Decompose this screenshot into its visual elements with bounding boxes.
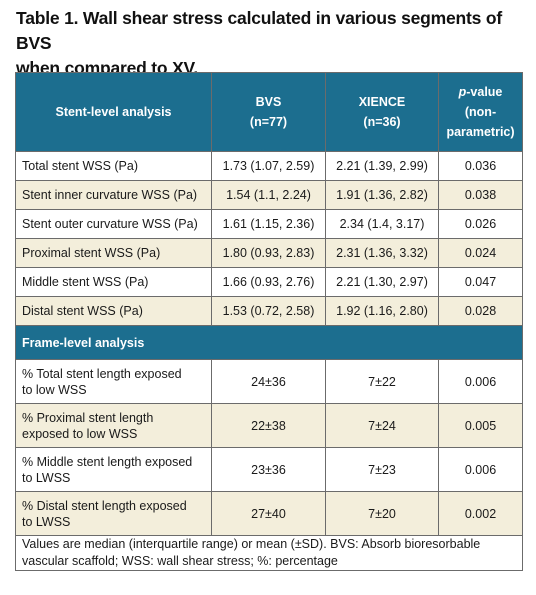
xience-value: 2.34 (1.4, 3.17)	[325, 209, 439, 239]
row-label-line-1: % Total stent length exposed	[22, 366, 182, 381]
p-value: 0.047	[438, 267, 523, 297]
xience-value: 1.92 (1.16, 2.80)	[325, 296, 439, 326]
xience-value: 7±22	[325, 359, 439, 404]
p-value: 0.002	[438, 491, 523, 536]
table-row: % Distal stent length exposed to LWSS 27…	[15, 491, 523, 536]
header-p-suffix: -value	[466, 85, 503, 99]
footnote-row: Values are median (interquartile range) …	[15, 535, 523, 571]
bvs-value: 1.61 (1.15, 2.36)	[211, 209, 326, 239]
p-value: 0.005	[438, 403, 523, 448]
xience-value: 2.21 (1.39, 2.99)	[325, 151, 439, 181]
bvs-value: 23±36	[211, 447, 326, 492]
row-label: Total stent WSS (Pa)	[15, 151, 212, 181]
row-label-line-2: to LWSS	[22, 470, 71, 485]
table-row: % Total stent length exposed to low WSS …	[15, 359, 523, 404]
header-bvs-name: BVS	[255, 95, 282, 109]
row-label: Proximal stent WSS (Pa)	[15, 238, 212, 268]
table-row: Stent inner curvature WSS (Pa) 1.54 (1.1…	[15, 180, 523, 210]
wss-table: Stent-level analysis BVS (n=77) XIENCE (…	[15, 72, 523, 571]
row-label-line-2: exposed to low WSS	[22, 426, 138, 441]
header-p-line3: parametric)	[446, 125, 515, 139]
table-row: Stent outer curvature WSS (Pa) 1.61 (1.1…	[15, 209, 523, 239]
bvs-value: 1.66 (0.93, 2.76)	[211, 267, 326, 297]
p-value: 0.036	[438, 151, 523, 181]
row-label-line-1: % Middle stent length exposed	[22, 454, 193, 469]
header-bvs-n: (n=77)	[249, 115, 288, 129]
p-value: 0.006	[438, 447, 523, 492]
row-label: Middle stent WSS (Pa)	[15, 267, 212, 297]
row-label: Stent inner curvature WSS (Pa)	[15, 180, 212, 210]
section-title-frame-level: Frame-level analysis	[15, 325, 523, 360]
row-label: Distal stent WSS (Pa)	[15, 296, 212, 326]
header-p-italic: p	[458, 85, 467, 99]
p-value: 0.038	[438, 180, 523, 210]
footnote-line-2: vascular scaffold; WSS: wall shear stres…	[22, 554, 338, 568]
p-value: 0.028	[438, 296, 523, 326]
xience-value: 7±24	[325, 403, 439, 448]
section-row-frame-level: Frame-level analysis	[15, 325, 523, 360]
bvs-value: 1.53 (0.72, 2.58)	[211, 296, 326, 326]
header-bvs: BVS (n=77)	[211, 72, 326, 152]
header-row: Stent-level analysis BVS (n=77) XIENCE (…	[15, 72, 523, 152]
row-label-line-2: to LWSS	[22, 514, 71, 529]
table-row: % Middle stent length exposed to LWSS 23…	[15, 447, 523, 492]
bvs-value: 1.54 (1.1, 2.24)	[211, 180, 326, 210]
row-label: % Proximal stent length exposed to low W…	[15, 403, 212, 448]
table-row: Proximal stent WSS (Pa) 1.80 (0.93, 2.83…	[15, 238, 523, 268]
header-xience-n: (n=36)	[363, 115, 401, 129]
header-p-label: p-value	[445, 82, 516, 102]
table-row: % Proximal stent length exposed to low W…	[15, 403, 523, 448]
xience-value: 7±23	[325, 447, 439, 492]
bvs-value: 22±38	[211, 403, 326, 448]
xience-value: 1.91 (1.36, 2.82)	[325, 180, 439, 210]
bvs-value: 24±36	[211, 359, 326, 404]
table-row: Distal stent WSS (Pa) 1.53 (0.72, 2.58) …	[15, 296, 523, 326]
table-footnote: Values are median (interquartile range) …	[15, 535, 523, 571]
bvs-value: 27±40	[211, 491, 326, 536]
xience-value: 2.31 (1.36, 3.32)	[325, 238, 439, 268]
table-row: Middle stent WSS (Pa) 1.66 (0.93, 2.76) …	[15, 267, 523, 297]
header-p-value: p-value (non- parametric)	[438, 72, 523, 152]
p-value: 0.026	[438, 209, 523, 239]
table-row: Total stent WSS (Pa) 1.73 (1.07, 2.59) 2…	[15, 151, 523, 181]
p-value: 0.024	[438, 238, 523, 268]
row-label-line-1: % Distal stent length exposed	[22, 498, 187, 513]
row-label: % Total stent length exposed to low WSS	[15, 359, 212, 404]
table-caption: Table 1. Wall shear stress calculated in…	[16, 6, 526, 81]
xience-value: 7±20	[325, 491, 439, 536]
header-xience: XIENCE (n=36)	[325, 72, 439, 152]
bvs-value: 1.80 (0.93, 2.83)	[211, 238, 326, 268]
xience-value: 2.21 (1.30, 2.97)	[325, 267, 439, 297]
row-label: % Middle stent length exposed to LWSS	[15, 447, 212, 492]
header-stent-level: Stent-level analysis	[15, 72, 212, 152]
footnote-line-1: Values are median (interquartile range) …	[22, 537, 481, 551]
header-p-line2: (non-	[464, 105, 497, 119]
header-xience-name: XIENCE	[358, 95, 406, 109]
row-label: Stent outer curvature WSS (Pa)	[15, 209, 212, 239]
row-label-line-2: to low WSS	[22, 382, 87, 397]
row-label: % Distal stent length exposed to LWSS	[15, 491, 212, 536]
bvs-value: 1.73 (1.07, 2.59)	[211, 151, 326, 181]
caption-line-1: Table 1. Wall shear stress calculated in…	[16, 8, 502, 53]
row-label-line-1: % Proximal stent length	[22, 410, 154, 425]
p-value: 0.006	[438, 359, 523, 404]
